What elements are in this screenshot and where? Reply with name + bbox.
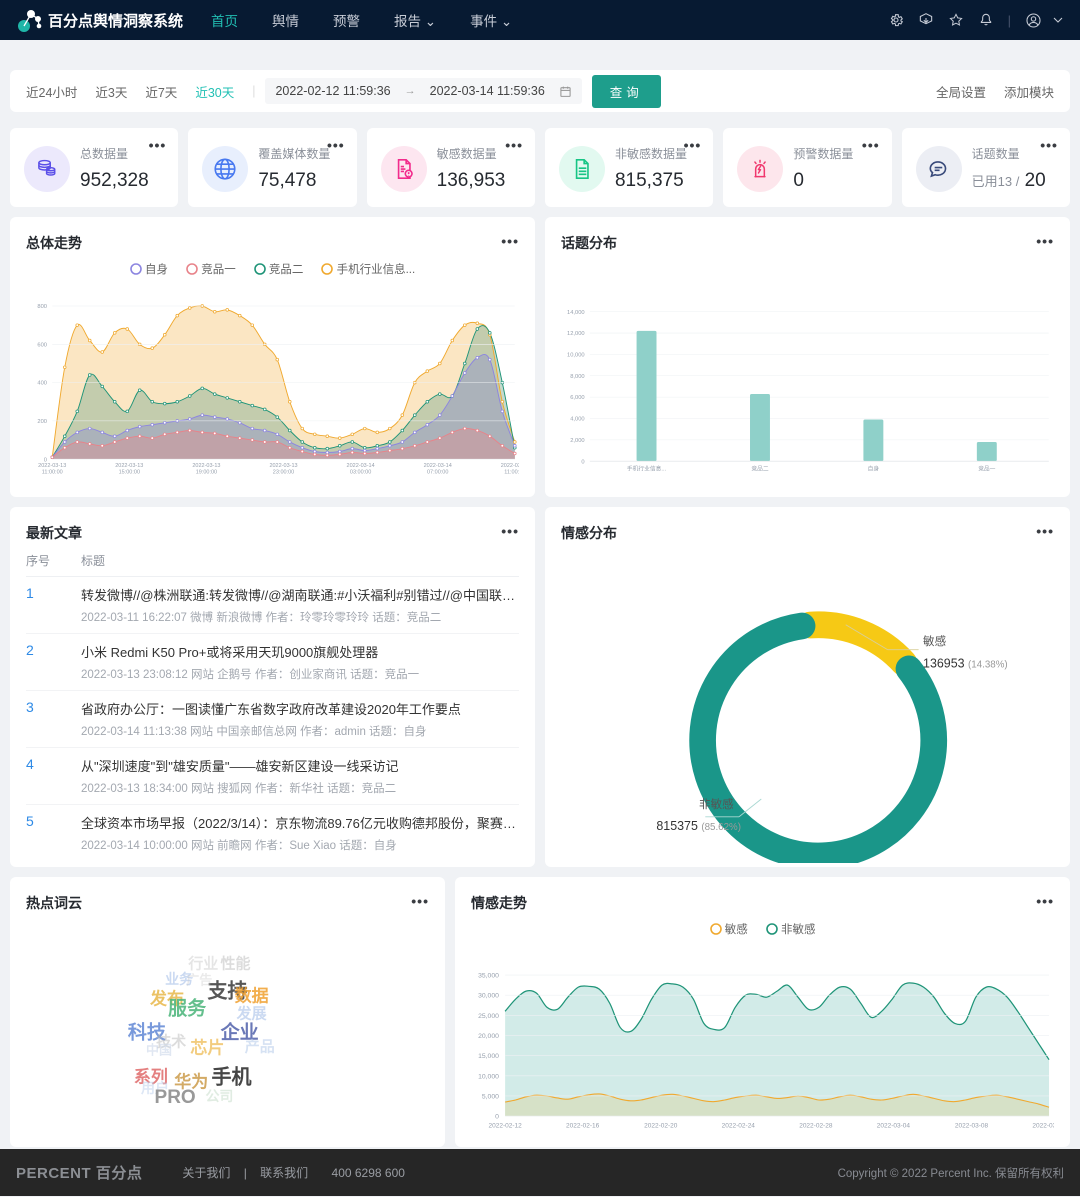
svg-text:200: 200 [37, 419, 47, 425]
svg-text:2022-02-24: 2022-02-24 [722, 1122, 756, 1129]
svg-text:2022-03-12: 2022-03-12 [1032, 1122, 1054, 1129]
svg-text:35,000: 35,000 [478, 973, 499, 980]
svg-text:2022-02-12: 2022-02-12 [488, 1122, 522, 1129]
svg-text:14,000: 14,000 [567, 310, 585, 316]
svg-text:07:00:00: 07:00:00 [427, 469, 448, 475]
svg-text:自身: 自身 [868, 465, 880, 473]
svg-text:15,000: 15,000 [478, 1053, 499, 1060]
svg-text:30,000: 30,000 [478, 993, 499, 1000]
svg-text:手机行业信息...: 手机行业信息... [627, 465, 667, 473]
svg-text:4,000: 4,000 [570, 417, 584, 423]
svg-text:23:00:00: 23:00:00 [273, 469, 294, 475]
svg-text:2022-02-28: 2022-02-28 [799, 1122, 833, 1129]
svg-text:2022-02-16: 2022-02-16 [566, 1122, 600, 1129]
svg-text:03:00:00: 03:00:00 [350, 469, 371, 475]
svg-text:2022-03-04: 2022-03-04 [877, 1122, 911, 1129]
svg-text:竞品一: 竞品一 [978, 465, 995, 473]
svg-text:0: 0 [581, 459, 584, 465]
svg-text:25,000: 25,000 [478, 1013, 499, 1020]
svg-text:8,000: 8,000 [570, 374, 584, 380]
svg-text:20,000: 20,000 [478, 1033, 499, 1040]
svg-text:2022-03-14: 2022-03-14 [347, 463, 375, 469]
svg-text:10,000: 10,000 [478, 1073, 499, 1080]
svg-text:非敏感: 非敏感 [699, 797, 734, 811]
svg-text:800: 800 [37, 304, 47, 310]
svg-text:5,000: 5,000 [482, 1093, 499, 1100]
svg-text:竞品二: 竞品二 [751, 465, 768, 473]
svg-text:10,000: 10,000 [567, 352, 585, 358]
svg-text:2022-03-14: 2022-03-14 [501, 463, 519, 469]
svg-text:0: 0 [44, 457, 47, 463]
svg-text:2022-03-08: 2022-03-08 [955, 1122, 989, 1129]
svg-text:11:00:00: 11:00:00 [42, 469, 63, 475]
svg-text:400: 400 [37, 381, 47, 387]
svg-text:2022-02-20: 2022-02-20 [644, 1122, 678, 1129]
svg-text:2,000: 2,000 [570, 438, 584, 444]
svg-text:敏感: 敏感 [923, 634, 947, 648]
svg-text:2022-03-13: 2022-03-13 [192, 463, 220, 469]
svg-text:2022-03-13: 2022-03-13 [269, 463, 297, 469]
svg-text:11:00:00: 11:00:00 [504, 469, 519, 475]
svg-text:2022-03-14: 2022-03-14 [424, 463, 452, 469]
svg-text:15:00:00: 15:00:00 [119, 469, 140, 475]
svg-text:600: 600 [37, 342, 47, 348]
svg-text:12,000: 12,000 [567, 331, 585, 337]
svg-text:6,000: 6,000 [570, 395, 584, 401]
svg-text:2022-03-13: 2022-03-13 [38, 463, 66, 469]
svg-text:2022-03-13: 2022-03-13 [115, 463, 143, 469]
svg-text:19:00:00: 19:00:00 [196, 469, 217, 475]
svg-text:136953 (14.38%): 136953 (14.38%) [923, 656, 1008, 670]
svg-text:0: 0 [495, 1114, 499, 1121]
